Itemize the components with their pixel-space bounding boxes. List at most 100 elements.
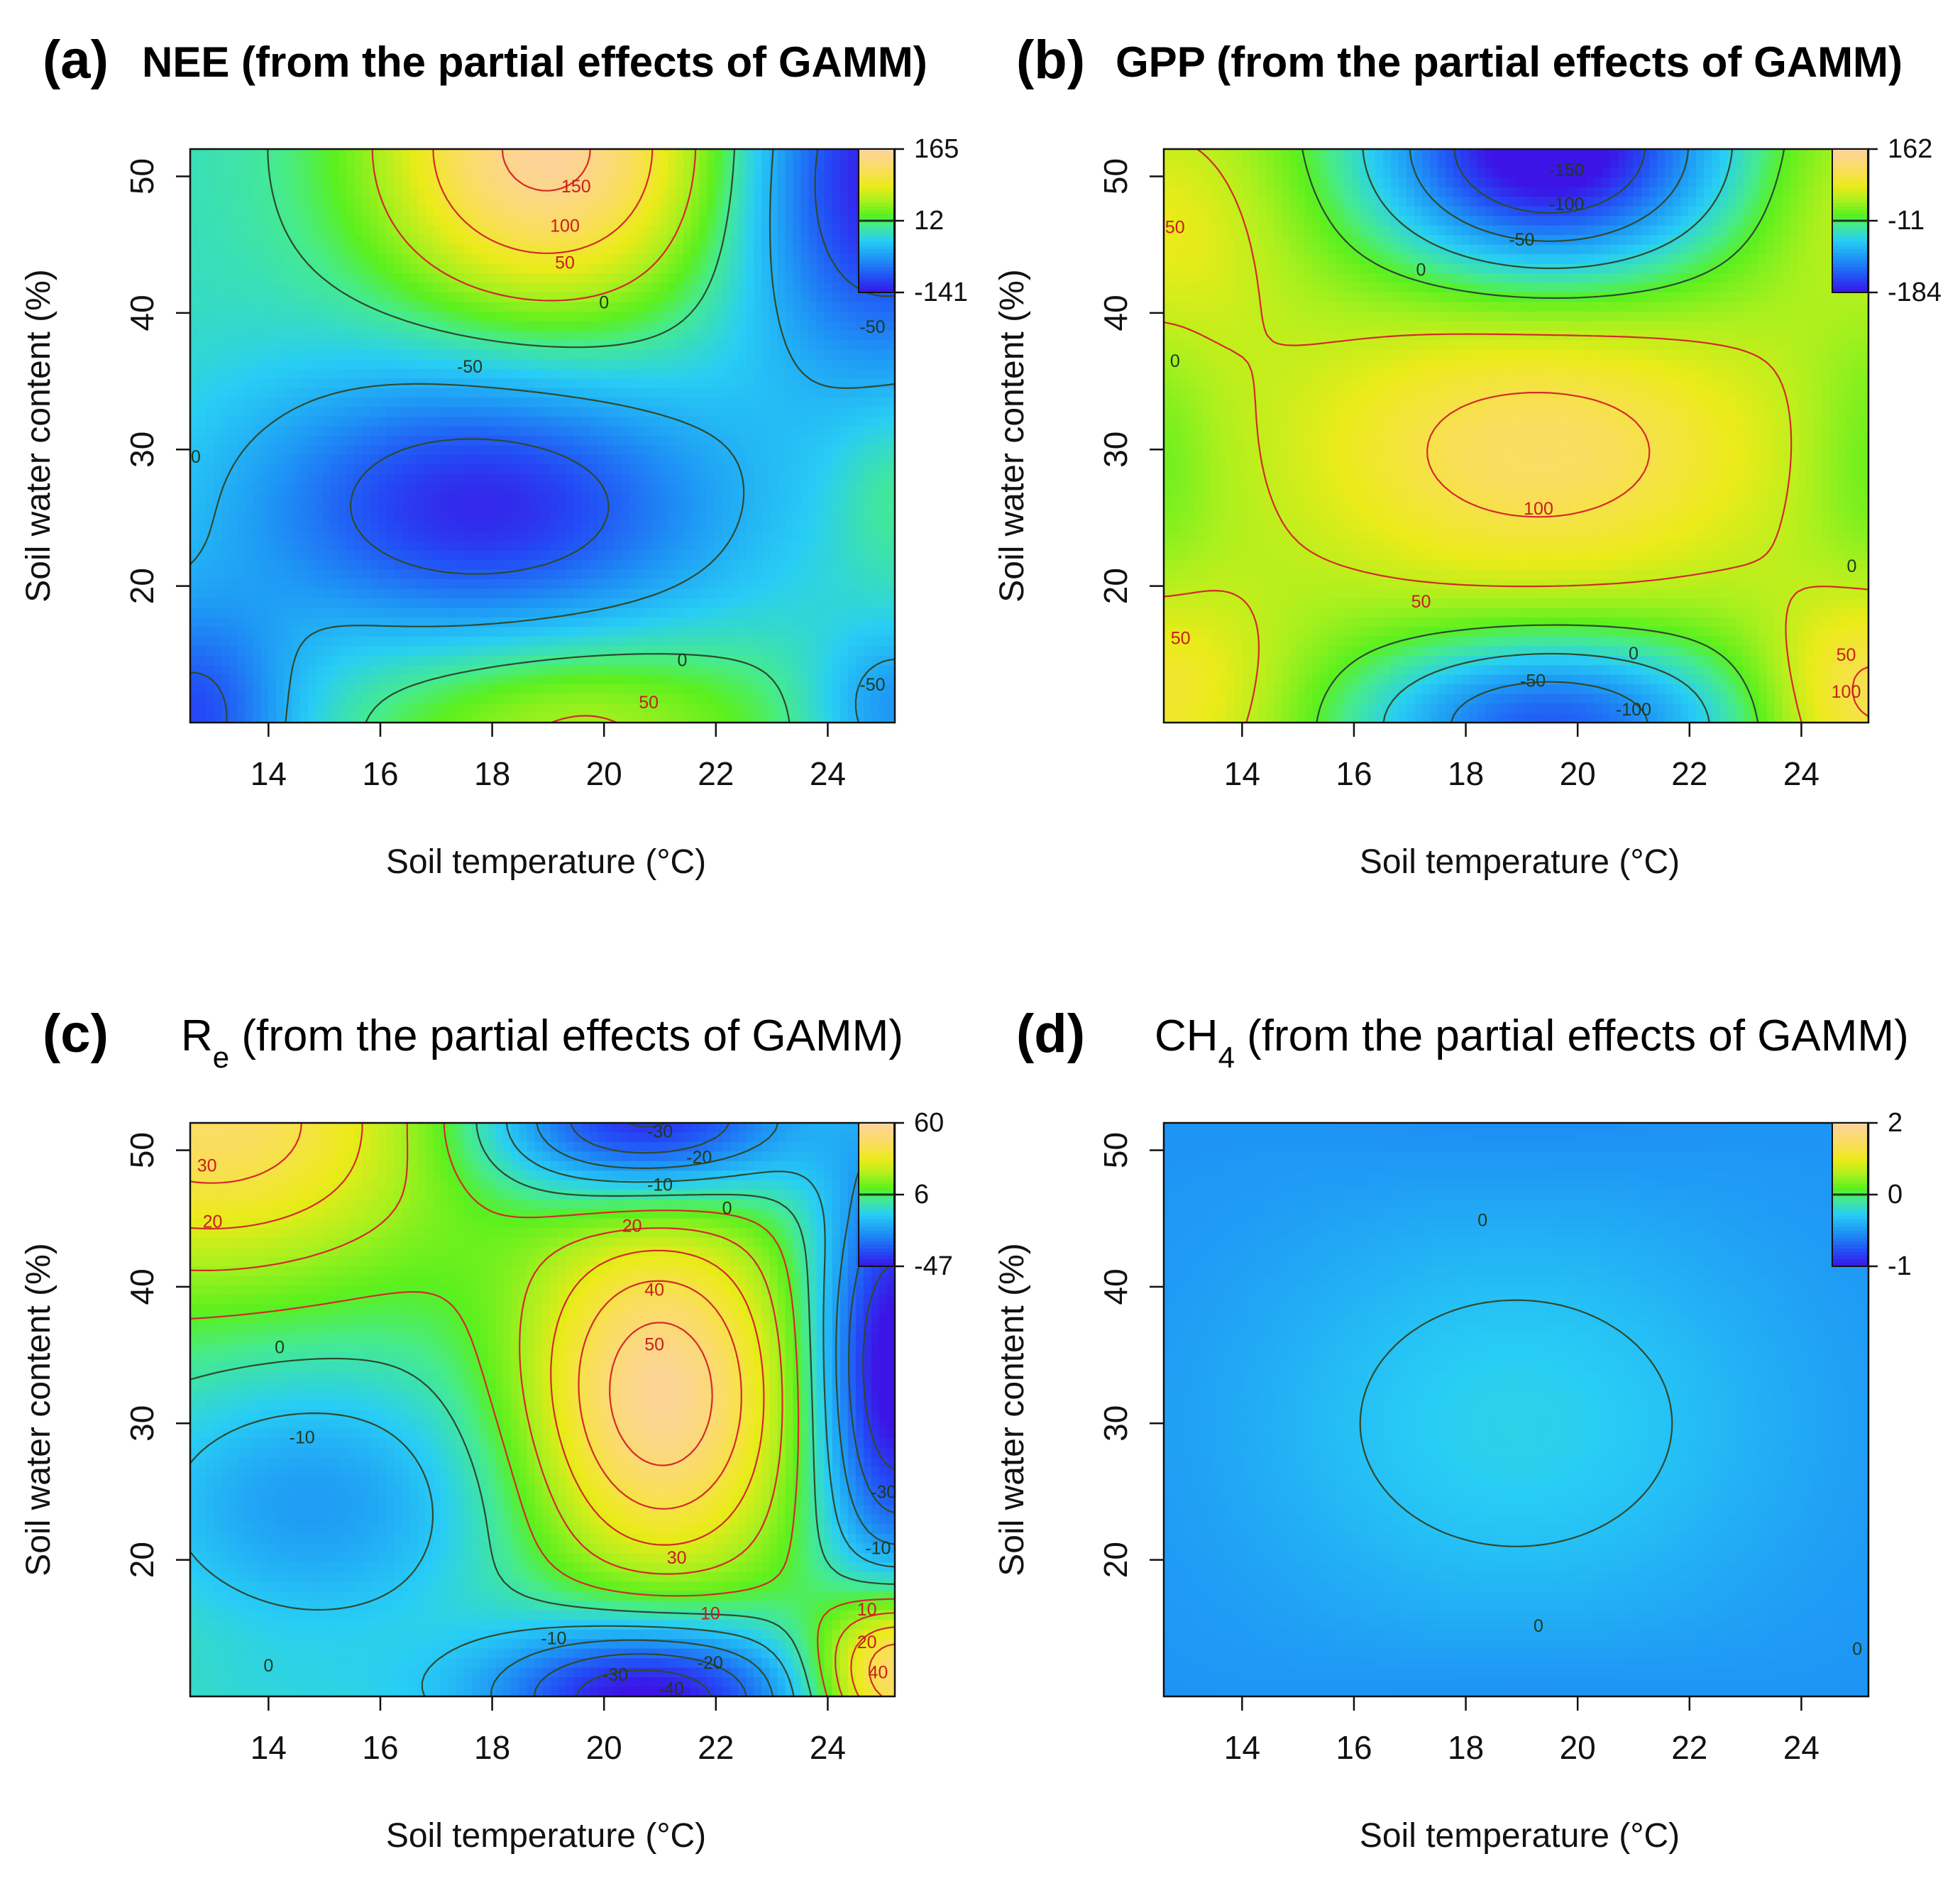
heatmap-cell bbox=[324, 378, 332, 388]
heatmap-cell bbox=[448, 694, 457, 704]
heatmap-cell bbox=[464, 407, 473, 417]
heatmap-cell bbox=[245, 675, 253, 685]
heatmap-cell bbox=[488, 427, 496, 437]
heatmap-cell bbox=[331, 694, 340, 704]
heatmap-cell bbox=[488, 483, 496, 493]
heatmap-cell bbox=[433, 579, 441, 589]
heatmap-cell bbox=[221, 359, 230, 369]
heatmap-cell bbox=[276, 684, 285, 694]
heatmap-cell bbox=[268, 359, 277, 369]
heatmap-cell bbox=[378, 493, 387, 503]
heatmap-cell bbox=[237, 264, 246, 274]
heatmap-cell bbox=[253, 273, 261, 283]
heatmap-cell bbox=[284, 512, 292, 522]
heatmap-cell bbox=[221, 149, 230, 159]
heatmap-cell bbox=[214, 312, 222, 322]
heatmap-cell bbox=[198, 283, 207, 293]
heatmap-cell bbox=[472, 302, 480, 312]
heatmap-cell bbox=[308, 168, 316, 178]
heatmap-cell bbox=[260, 713, 269, 723]
heatmap-cell bbox=[378, 340, 387, 350]
heatmap-cell bbox=[331, 254, 340, 264]
heatmap-cell bbox=[456, 235, 465, 245]
heatmap-cell bbox=[417, 483, 426, 493]
heatmap-cell bbox=[237, 646, 246, 656]
heatmap-cell bbox=[331, 637, 340, 647]
heatmap-cell bbox=[425, 665, 434, 675]
heatmap-cell bbox=[316, 532, 324, 542]
heatmap-cell bbox=[245, 512, 253, 522]
heatmap-cell bbox=[409, 158, 418, 168]
heatmap-cell bbox=[417, 177, 426, 187]
heatmap-cell bbox=[316, 340, 324, 350]
heatmap-cell bbox=[299, 331, 308, 341]
heatmap-cell bbox=[268, 427, 277, 437]
heatmap-cell bbox=[409, 493, 418, 503]
heatmap-cell bbox=[299, 570, 308, 580]
heatmap-cell bbox=[488, 560, 496, 570]
heatmap-cell bbox=[229, 618, 238, 627]
heatmap-cell bbox=[409, 598, 418, 608]
heatmap-cell bbox=[386, 703, 395, 713]
heatmap-cell bbox=[402, 388, 410, 398]
heatmap-cell bbox=[464, 656, 473, 666]
heatmap-cell bbox=[417, 694, 426, 704]
heatmap-cell bbox=[425, 541, 434, 551]
heatmap-cell bbox=[276, 283, 285, 293]
heatmap-cell bbox=[206, 483, 214, 493]
heatmap-cell bbox=[425, 216, 434, 226]
heatmap-cell bbox=[394, 588, 402, 598]
heatmap-cell bbox=[480, 197, 488, 207]
heatmap-cell bbox=[417, 493, 426, 503]
heatmap-cell bbox=[331, 321, 340, 331]
heatmap-cell bbox=[214, 656, 222, 666]
heatmap-cell bbox=[394, 207, 402, 216]
heatmap-cell bbox=[253, 158, 261, 168]
heatmap-cell bbox=[198, 713, 207, 723]
heatmap-cell bbox=[488, 350, 496, 360]
heatmap-cell bbox=[237, 331, 246, 341]
heatmap-cell bbox=[347, 694, 356, 704]
heatmap-cell bbox=[324, 503, 332, 512]
heatmap-cell bbox=[480, 512, 488, 522]
heatmap-cell bbox=[198, 407, 207, 417]
heatmap-cell bbox=[339, 588, 348, 598]
heatmap-cell bbox=[276, 713, 285, 723]
heatmap-cell bbox=[480, 522, 488, 532]
heatmap-cell bbox=[433, 713, 441, 723]
heatmap-cell bbox=[260, 455, 269, 465]
heatmap-cell bbox=[394, 187, 402, 197]
heatmap-cell bbox=[221, 254, 230, 264]
heatmap-cell bbox=[331, 703, 340, 713]
heatmap-cell bbox=[480, 177, 488, 187]
heatmap-cell bbox=[448, 512, 457, 522]
heatmap-cell bbox=[488, 694, 496, 704]
heatmap-cell bbox=[339, 312, 348, 322]
heatmap-cell bbox=[292, 177, 300, 187]
heatmap-cell bbox=[370, 359, 379, 369]
heatmap-cell bbox=[198, 359, 207, 369]
heatmap-cell bbox=[464, 637, 473, 647]
heatmap-cell bbox=[292, 350, 300, 360]
heatmap-cell bbox=[488, 464, 496, 474]
heatmap-cell bbox=[253, 675, 261, 685]
heatmap-cell bbox=[308, 445, 316, 455]
heatmap-cell bbox=[441, 245, 449, 255]
heatmap-cell bbox=[237, 397, 246, 407]
heatmap-cell bbox=[308, 436, 316, 446]
heatmap-cell bbox=[425, 417, 434, 427]
heatmap-cell bbox=[206, 417, 214, 427]
heatmap-cell bbox=[292, 436, 300, 446]
heatmap-cell bbox=[299, 149, 308, 159]
heatmap-cell bbox=[472, 207, 480, 216]
heatmap-cell bbox=[308, 618, 316, 627]
heatmap-cell bbox=[268, 340, 277, 350]
heatmap-cell bbox=[198, 321, 207, 331]
heatmap-cell bbox=[221, 445, 230, 455]
heatmap-cell bbox=[488, 197, 496, 207]
heatmap-cell bbox=[433, 292, 441, 302]
heatmap-cell bbox=[299, 302, 308, 312]
heatmap-cell bbox=[495, 226, 504, 236]
heatmap-cell bbox=[448, 445, 457, 455]
heatmap-cell bbox=[417, 512, 426, 522]
